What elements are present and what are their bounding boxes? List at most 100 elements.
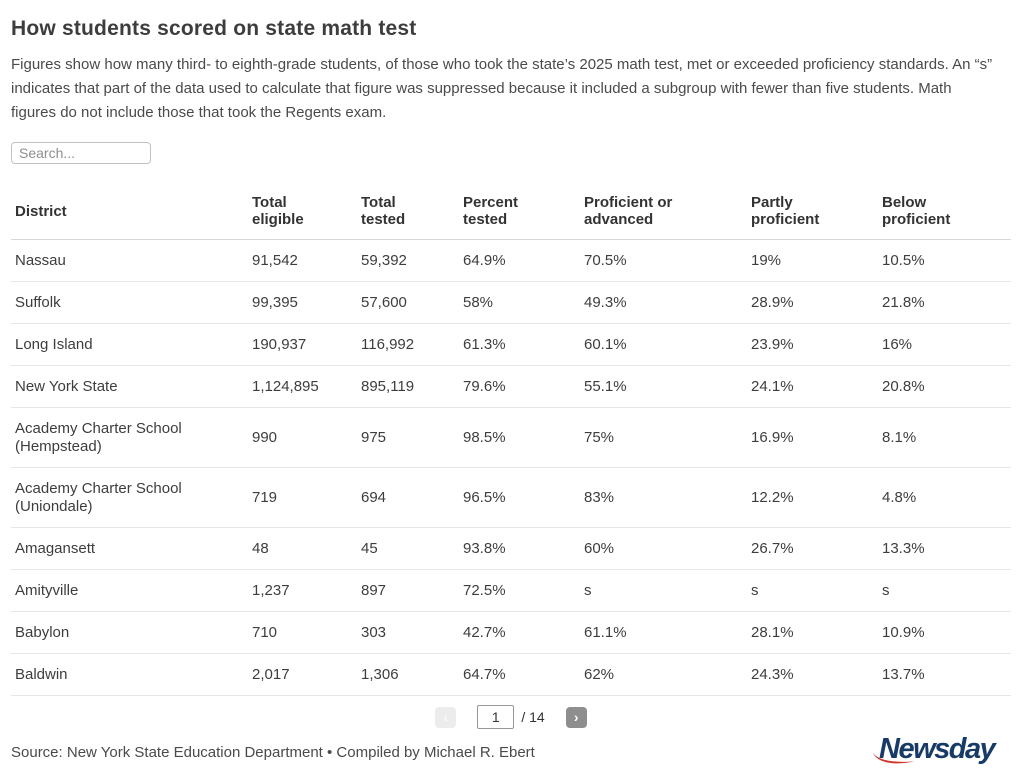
cell-proficient-or-advanced: 49.3% [580, 281, 747, 324]
cell-percent-tested: 42.7% [459, 611, 580, 654]
cell-total-eligible: 1,237 [248, 569, 357, 612]
cell-district: Long Island [11, 323, 248, 366]
pagination-prev-button[interactable]: ‹ [435, 706, 457, 728]
cell-below-proficient: 4.8% [878, 467, 1011, 528]
table-row: Babylon 710 303 42.7% 61.1% 28.1% 10.9% [11, 611, 1011, 654]
search-container [11, 142, 1010, 164]
cell-partly-proficient: 16.9% [747, 407, 878, 468]
cell-total-eligible: 99,395 [248, 281, 357, 324]
cell-proficient-or-advanced: 83% [580, 467, 747, 528]
table-row: Nassau 91,542 59,392 64.9% 70.5% 19% 10.… [11, 239, 1011, 282]
cell-below-proficient: 10.5% [878, 239, 1011, 282]
column-header-below-proficient: Below proficient [878, 186, 1011, 240]
cell-below-proficient: 8.1% [878, 407, 1011, 468]
column-header-total-tested: Total tested [357, 186, 459, 240]
source-attribution: Source: New York State Education Departm… [11, 744, 535, 761]
pagination: ‹ / 14 › [11, 705, 1011, 729]
cell-district: Amagansett [11, 527, 248, 570]
chevron-left-icon: ‹ [443, 709, 449, 725]
cell-total-tested: 694 [357, 467, 459, 528]
cell-percent-tested: 72.5% [459, 569, 580, 612]
description-text: Figures show how many third- to eighth-g… [11, 56, 993, 121]
cell-proficient-or-advanced: s [580, 569, 747, 612]
cell-total-tested: 116,992 [357, 323, 459, 366]
cell-partly-proficient: 23.9% [747, 323, 878, 366]
page-title: How students scored on state math test [11, 17, 417, 40]
cell-total-eligible: 48 [248, 527, 357, 570]
column-header-total-eligible: Total eligible [248, 186, 357, 240]
table-row: Suffolk 99,395 57,600 58% 49.3% 28.9% 21… [11, 281, 1011, 324]
cell-percent-tested: 93.8% [459, 527, 580, 570]
cell-partly-proficient: 19% [747, 239, 878, 282]
cell-percent-tested: 79.6% [459, 365, 580, 408]
cell-below-proficient: 16% [878, 323, 1011, 366]
cell-total-tested: 897 [357, 569, 459, 612]
cell-district: New York State [11, 365, 248, 408]
search-input[interactable] [11, 142, 151, 164]
cell-partly-proficient: 28.1% [747, 611, 878, 654]
cell-percent-tested: 96.5% [459, 467, 580, 528]
column-header-partly-proficient: Partly proficient [747, 186, 878, 240]
cell-total-tested: 1,306 [357, 653, 459, 696]
data-table: District Total eligible Total tested Per… [11, 186, 1011, 696]
column-header-proficient-or-advanced: Proficient or advanced [580, 186, 747, 240]
newsday-logo: Newsday [873, 733, 999, 765]
cell-below-proficient: 10.9% [878, 611, 1011, 654]
table-row: New York State 1,124,895 895,119 79.6% 5… [11, 365, 1011, 408]
cell-below-proficient: s [878, 569, 1011, 612]
cell-proficient-or-advanced: 60% [580, 527, 747, 570]
cell-partly-proficient: 24.3% [747, 653, 878, 696]
cell-proficient-or-advanced: 61.1% [580, 611, 747, 654]
cell-proficient-or-advanced: 70.5% [580, 239, 747, 282]
table-row: Amityville 1,237 897 72.5% s s s [11, 569, 1011, 612]
cell-district: Nassau [11, 239, 248, 282]
cell-proficient-or-advanced: 62% [580, 653, 747, 696]
cell-total-eligible: 1,124,895 [248, 365, 357, 408]
cell-percent-tested: 58% [459, 281, 580, 324]
cell-total-eligible: 190,937 [248, 323, 357, 366]
cell-district: Amityville [11, 569, 248, 612]
cell-partly-proficient: s [747, 569, 878, 612]
cell-total-eligible: 990 [248, 407, 357, 468]
cell-total-tested: 59,392 [357, 239, 459, 282]
cell-district: Academy Charter School (Uniondale) [11, 467, 248, 528]
cell-partly-proficient: 12.2% [747, 467, 878, 528]
cell-total-eligible: 710 [248, 611, 357, 654]
newsday-logo-text: Newsday [879, 733, 998, 765]
cell-total-tested: 895,119 [357, 365, 459, 408]
cell-district: Suffolk [11, 281, 248, 324]
cell-total-eligible: 719 [248, 467, 357, 528]
cell-partly-proficient: 26.7% [747, 527, 878, 570]
table-row: Academy Charter School (Uniondale) 719 6… [11, 467, 1011, 528]
table-body: Nassau 91,542 59,392 64.9% 70.5% 19% 10.… [11, 239, 1011, 696]
table-header: District Total eligible Total tested Per… [11, 186, 1011, 240]
cell-percent-tested: 98.5% [459, 407, 580, 468]
cell-percent-tested: 64.9% [459, 239, 580, 282]
cell-proficient-or-advanced: 75% [580, 407, 747, 468]
cell-total-eligible: 2,017 [248, 653, 357, 696]
cell-partly-proficient: 24.1% [747, 365, 878, 408]
cell-total-eligible: 91,542 [248, 239, 357, 282]
column-header-percent-tested: Percent tested [459, 186, 580, 240]
table-row: Academy Charter School (Hempstead) 990 9… [11, 407, 1011, 468]
cell-below-proficient: 20.8% [878, 365, 1011, 408]
cell-total-tested: 303 [357, 611, 459, 654]
cell-partly-proficient: 28.9% [747, 281, 878, 324]
cell-proficient-or-advanced: 55.1% [580, 365, 747, 408]
cell-district: Academy Charter School (Hempstead) [11, 407, 248, 468]
cell-below-proficient: 13.7% [878, 653, 1011, 696]
pagination-next-button[interactable]: › [565, 706, 587, 728]
table-row: Baldwin 2,017 1,306 64.7% 62% 24.3% 13.7… [11, 653, 1011, 696]
cell-proficient-or-advanced: 60.1% [580, 323, 747, 366]
page-number-input[interactable] [477, 705, 515, 729]
logo-swoosh [873, 753, 914, 764]
page-total-label: / 14 [521, 709, 545, 725]
table-row: Amagansett 48 45 93.8% 60% 26.7% 13.3% [11, 527, 1011, 570]
footer: Source: New York State Education Departm… [11, 730, 1010, 766]
cell-district: Baldwin [11, 653, 248, 696]
cell-percent-tested: 64.7% [459, 653, 580, 696]
cell-total-tested: 975 [357, 407, 459, 468]
cell-district: Babylon [11, 611, 248, 654]
cell-below-proficient: 13.3% [878, 527, 1011, 570]
